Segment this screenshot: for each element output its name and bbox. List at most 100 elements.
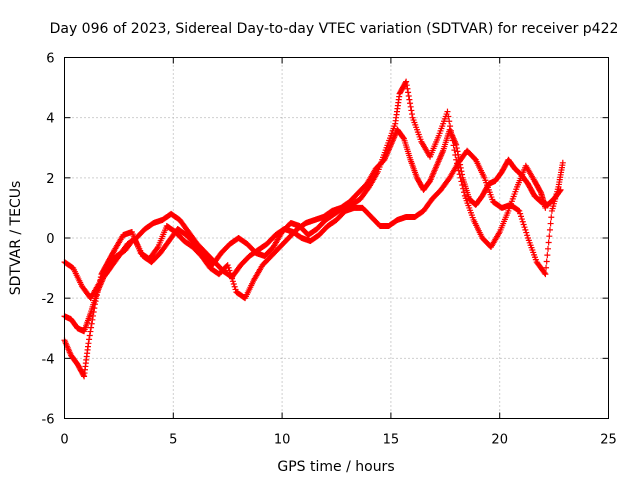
data-point [87,328,94,335]
y-tick-label: 2 [46,172,54,187]
data-point [515,207,522,214]
data-point [544,252,551,259]
data-point [445,113,452,120]
data-point [417,136,424,143]
data-point [530,190,537,197]
x-tick-label: 25 [600,433,617,448]
data-point [409,111,416,118]
data-point [73,359,80,366]
data-point [266,254,273,261]
data-point [543,264,550,271]
data-point [353,191,360,198]
data-point [413,173,420,180]
y-tick-label: 4 [46,112,54,127]
data-point [88,324,95,331]
data-points [61,78,566,380]
data-point [236,264,243,271]
data-point [183,226,190,233]
data-point [456,171,463,178]
data-point [452,151,459,158]
data-point [201,248,208,255]
data-point [521,224,528,231]
data-point [78,281,85,288]
axis-ticks [64,57,609,419]
data-point [545,245,552,252]
data-point [457,174,464,181]
x-tick-label: 5 [169,433,177,448]
data-point [427,198,434,205]
data-point [432,164,439,171]
data-point [451,147,458,154]
y-tick-label: -4 [42,352,55,367]
data-point [559,162,566,169]
data-point [408,107,415,114]
data-point [404,85,411,92]
data-point [240,293,247,300]
data-point [155,251,162,258]
data-point [554,186,561,193]
data-point [164,240,171,247]
data-point [513,186,520,193]
data-point [209,257,216,264]
data-point [447,127,454,134]
data-point [436,188,443,195]
data-point [405,89,412,96]
data-point [406,96,413,103]
data-point [541,203,548,210]
data-point [86,332,93,339]
data-point [225,264,232,271]
data-point [495,230,502,237]
data-point [524,232,531,239]
data-point [489,196,496,203]
data-point [89,316,96,323]
data-point [391,123,398,130]
data-point [540,268,547,275]
data-point [504,210,511,217]
data-point [229,278,236,285]
data-point [399,133,406,140]
x-tick-label: 15 [383,433,400,448]
data-point [447,123,454,130]
data-point [405,93,412,100]
data-point [459,182,466,189]
data-point [461,189,468,196]
y-tick-label: 0 [46,232,54,247]
data-point [532,256,539,263]
data-point [469,214,476,221]
y-tick-label: -2 [42,292,55,307]
data-point [382,147,389,154]
x-axis-label: GPS time / hours [277,459,394,475]
data-point [68,263,75,270]
data-point [230,281,237,288]
data-point [231,283,238,290]
data-point [458,168,465,175]
data-point [541,269,548,276]
data-point [192,238,199,245]
data-point [122,243,129,250]
data-point [546,233,553,240]
y-tick-label: 6 [46,52,54,67]
data-point [548,214,555,221]
data-point [114,255,121,262]
data-point [425,179,432,186]
data-point [85,343,92,350]
data-point [387,143,394,150]
data-point [407,100,414,107]
data-point [460,185,467,192]
x-tick-label: 10 [274,433,291,448]
grid [64,57,609,419]
data-point [497,170,504,177]
data-point [249,278,256,285]
data-point [522,226,529,233]
data-point [232,286,239,293]
data-point [88,320,95,327]
tick-labels: 0 5 10 15 20 25 -6 -4 -2 0 2 4 6 [42,52,617,448]
data-point [434,134,441,141]
data-point [518,216,525,223]
data-point [546,226,553,233]
data-point [439,149,446,156]
data-point [154,245,161,252]
data-point [545,239,552,246]
data-point [283,236,290,243]
